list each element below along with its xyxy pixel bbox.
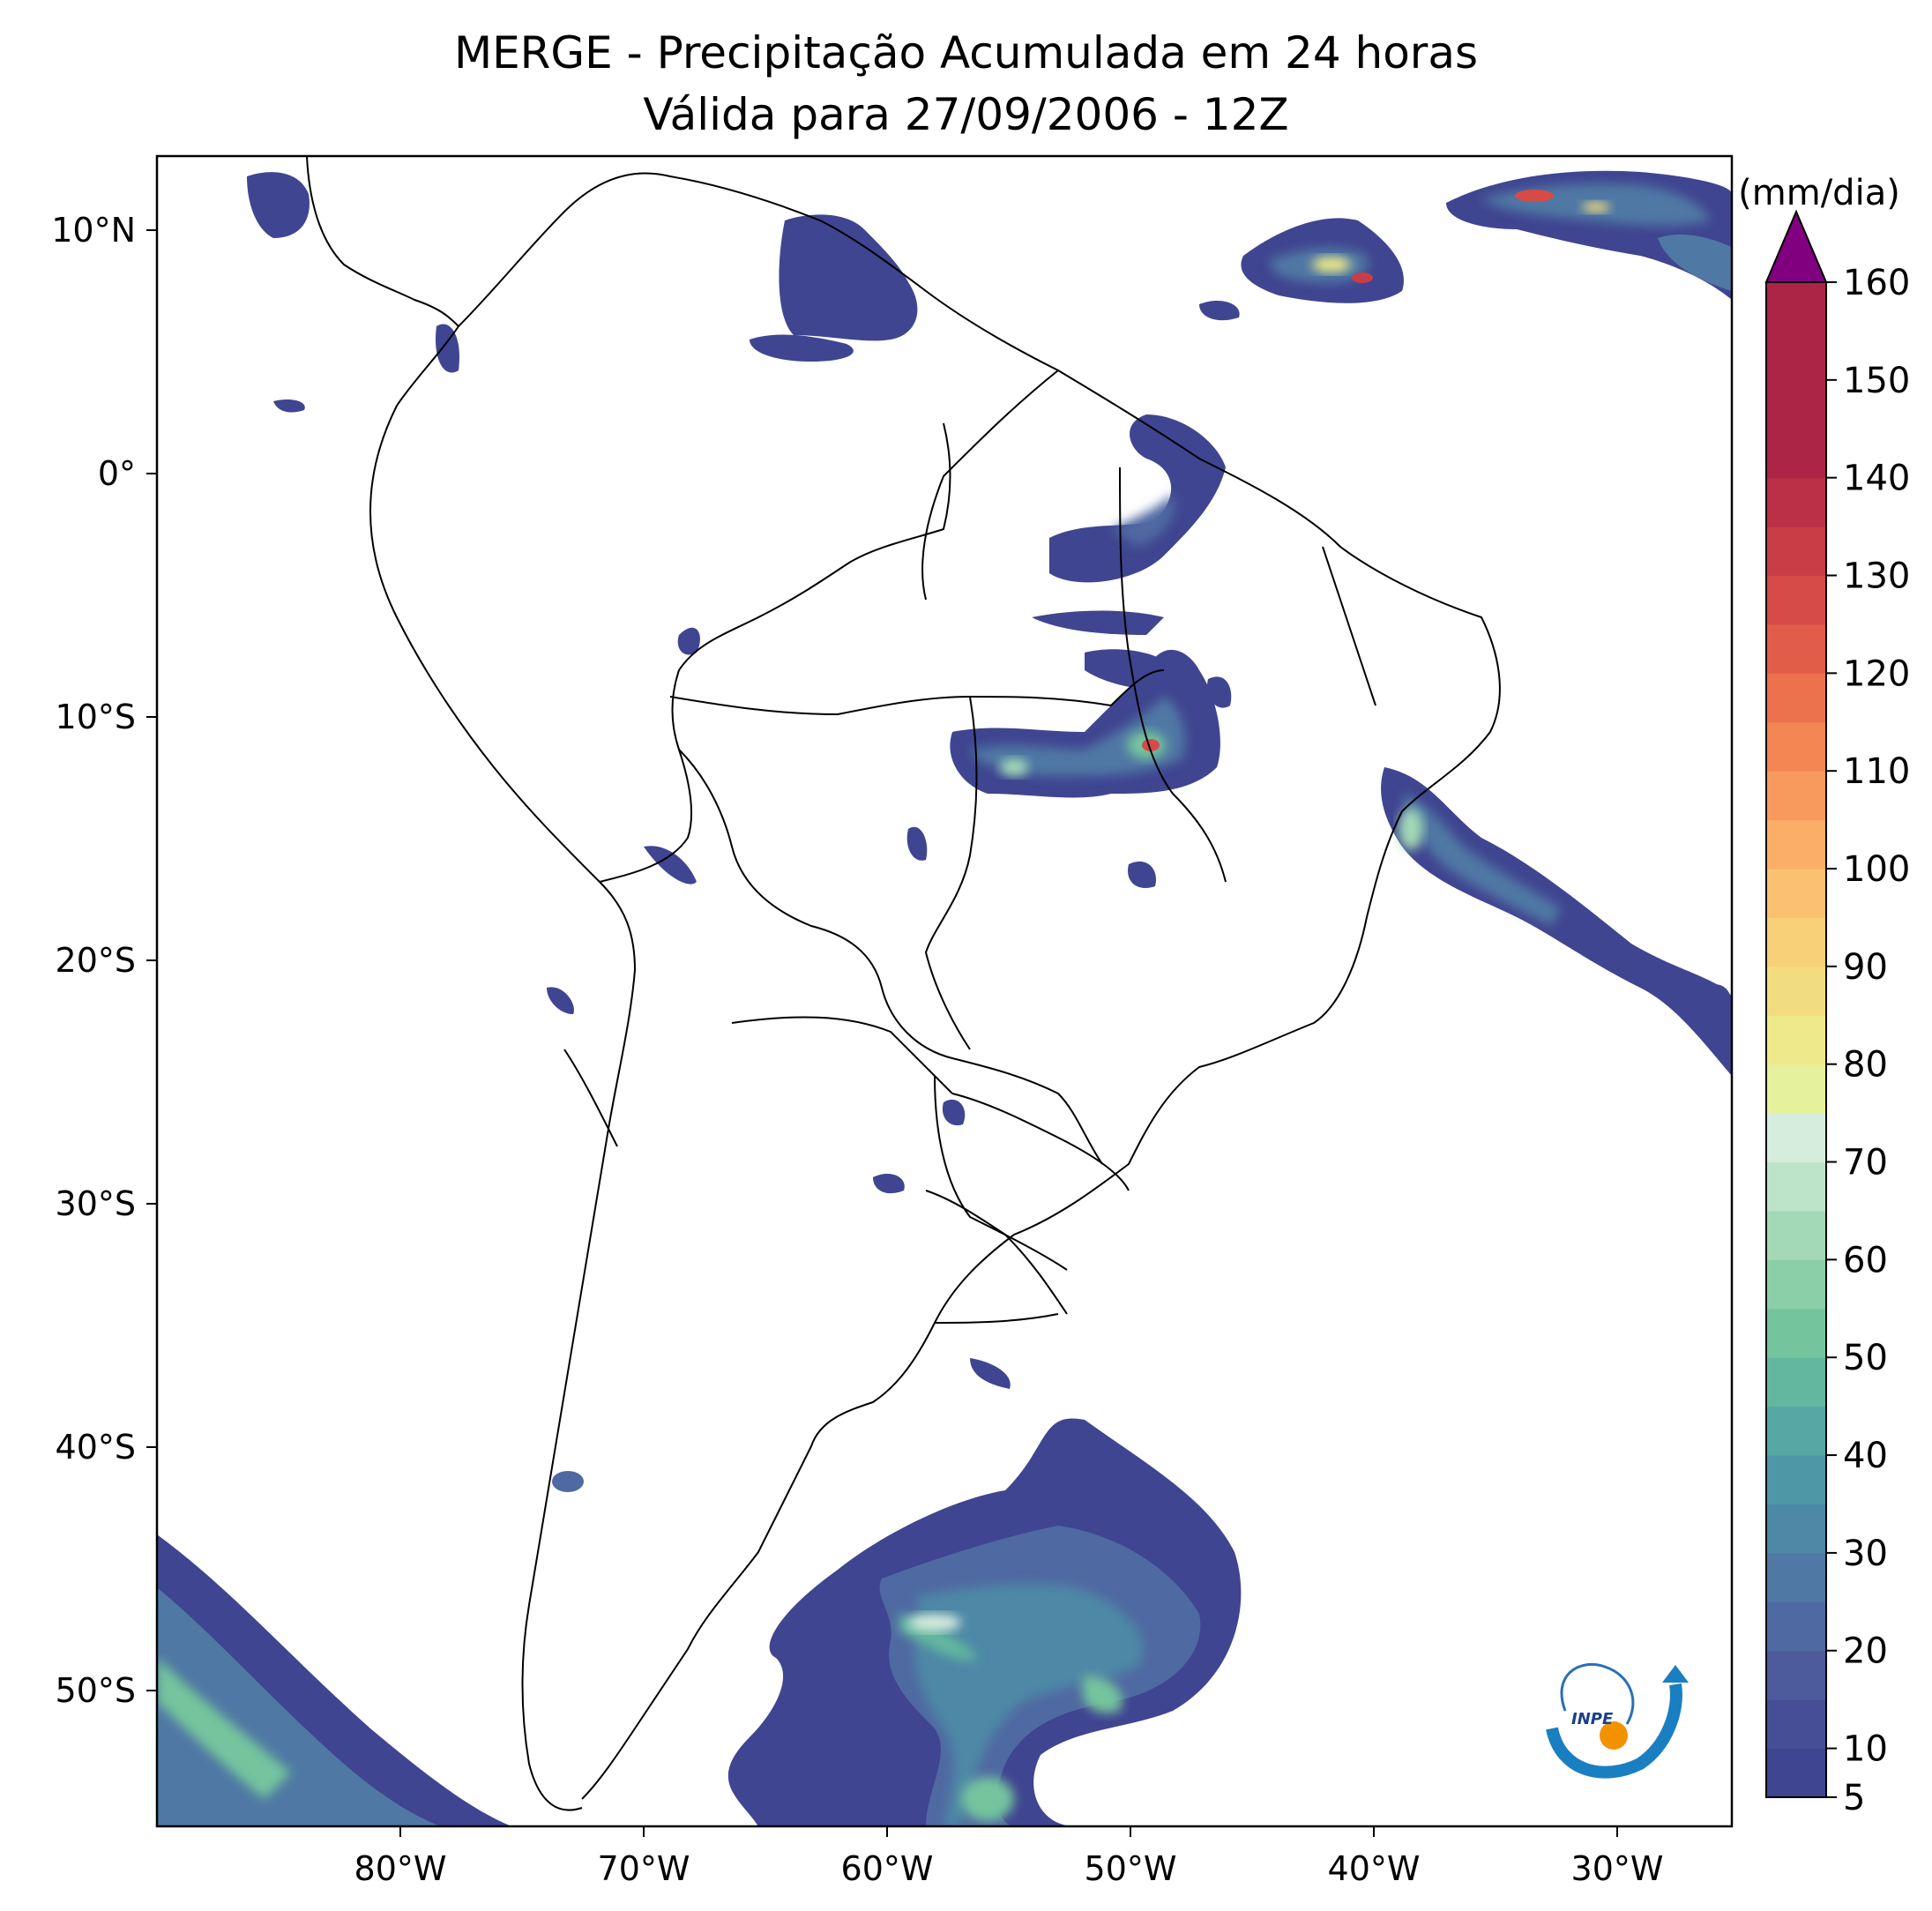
map-subtitle: Válida para 27/09/2006 - 12Z [643,89,1289,140]
colorbar-segment [1766,1161,1826,1212]
colorbar-segment [1766,282,1826,332]
colorbar-segment [1766,1748,1826,1798]
colorbar-segment [1766,429,1826,479]
colorbar-segment [1766,917,1826,967]
colorbar-tick-label: 10 [1843,1729,1888,1770]
colorbar-segment [1766,1015,1826,1065]
colorbar-segment [1766,623,1826,674]
colorbar-segment [1766,1210,1826,1260]
colorbar-tick-label: 20 [1843,1631,1888,1672]
colorbar-tick-label: 160 [1843,263,1910,303]
lon-label: 40°W [1328,1849,1421,1888]
colorbar-segment [1766,1455,1826,1504]
colorbar-segment [1766,1406,1826,1456]
lon-label: 70°W [598,1849,690,1888]
colorbar-segment [1766,379,1826,429]
lat-label: 50°S [56,1671,136,1710]
latitude-axis: 10°N 0° 10°S 20°S 30°S 40°S 50°S [51,211,157,1710]
colorbar-ticks: 5 10 20 30 40 50 60 70 80 90 100 110 120 130 140 150 160 [1826,263,1910,1818]
colorbar-segment [1766,771,1826,821]
colorbar-segment [1766,1601,1826,1652]
colorbar-extend-arrow [1764,209,1828,283]
colorbar-tick-label: 30 [1843,1534,1888,1574]
colorbar-segment [1766,526,1826,577]
colorbar-tick-label: 40 [1843,1436,1888,1476]
colorbar-tick-label: 70 [1843,1143,1888,1183]
logo-text: INPE [1571,1710,1614,1728]
lon-label: 60°W [841,1849,934,1888]
colorbar-segment [1766,673,1826,723]
precipitation-field [157,170,1732,1826]
map-frame [155,154,1734,1828]
coastlines [306,156,1501,1811]
lat-label: 10°S [56,698,136,736]
lat-label: 0° [98,454,136,493]
inpe-logo: INPE [1546,1662,1689,1779]
colorbar-tick-label: 80 [1843,1045,1888,1086]
lon-label: 30°W [1571,1849,1664,1888]
colorbar-tick-label: 130 [1843,556,1910,597]
lat-label: 10°N [51,211,136,250]
lon-label: 80°W [354,1849,447,1888]
colorbar-tick-label: 50 [1843,1338,1888,1378]
colorbar-frame [1765,281,1827,1798]
lat-label: 20°S [56,941,136,980]
colorbar-segment [1766,869,1826,918]
colorbar-segment [1766,575,1826,625]
colorbar-segment [1766,819,1826,870]
colorbar: (mm/dia) 5 10 20 30 40 50 60 70 80 90 100 110 120 130… [1738,173,1910,1818]
colorbar-segment [1766,1650,1826,1700]
lon-label: 50°W [1085,1849,1177,1888]
colorbar-tick-label: 120 [1843,653,1910,694]
colorbar-tick-label: 110 [1843,751,1910,792]
colorbar-segment [1766,1113,1826,1163]
colorbar-segments [1766,282,1826,1798]
colorbar-segment [1766,1504,1826,1554]
map-title: MERGE - Precipitação Acumulada em 24 hor… [453,27,1479,78]
colorbar-segment [1766,966,1826,1016]
colorbar-tick-label: 100 [1843,849,1910,890]
colorbar-segment [1766,1552,1826,1602]
colorbar-segment [1766,331,1826,381]
colorbar-unit: (mm/dia) [1738,173,1900,213]
colorbar-segment [1766,1259,1826,1310]
colorbar-segment [1766,721,1826,772]
lat-label: 30°S [56,1184,136,1223]
lat-label: 40°S [56,1428,136,1467]
colorbar-segment [1766,1064,1826,1114]
colorbar-segment [1766,1699,1826,1750]
colorbar-tick-label: 90 [1843,947,1888,988]
colorbar-tick-label: 140 [1843,459,1910,499]
longitude-axis: 80°W 70°W 60°W 50°W 40°W 30°W [354,1826,1664,1888]
colorbar-segment [1766,1308,1826,1358]
colorbar-tick-label: 5 [1843,1778,1865,1818]
colorbar-segment [1766,477,1826,527]
colorbar-segment [1766,1357,1826,1407]
colorbar-tick-label: 60 [1843,1240,1888,1280]
colorbar-tick-label: 150 [1843,361,1910,401]
